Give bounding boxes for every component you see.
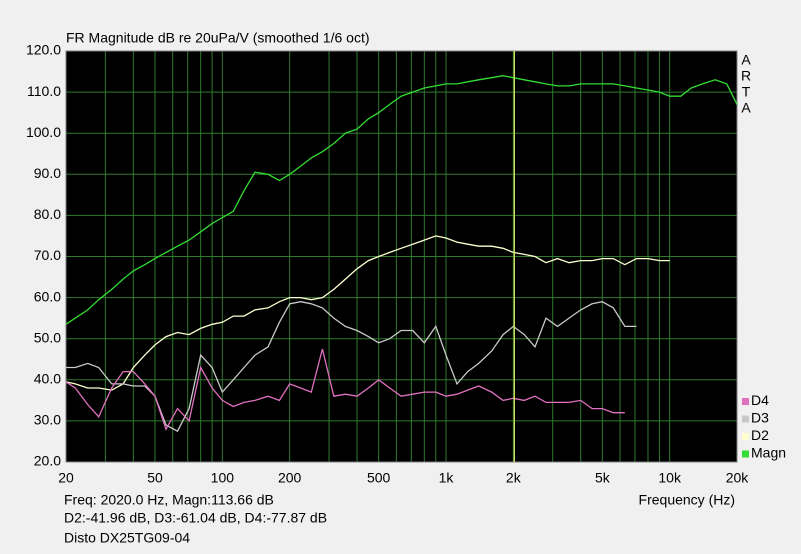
readout: Freq: 2020.0 Hz, Magn:113.66 dB [64, 492, 274, 508]
y-tick-label: 60.0 [34, 288, 61, 304]
logo-letter: A [741, 100, 751, 116]
readout: D2:-41.96 dB, D3:-61.04 dB, D4:-77.87 dB [64, 510, 327, 526]
chart-title: FR Magnitude dB re 20uPa/V (smoothed 1/6… [66, 30, 370, 46]
x-tick-label: 50 [147, 470, 163, 486]
logo-letter: T [742, 84, 751, 100]
y-tick-label: 120.0 [26, 42, 61, 58]
x-tick-label: 5k [595, 470, 611, 486]
legend-swatch [742, 450, 749, 458]
readout: Disto DX25TG09-04 [64, 530, 190, 546]
x-tick-label: 500 [367, 470, 391, 486]
y-tick-label: 50.0 [34, 329, 61, 345]
x-tick-label: 200 [278, 470, 302, 486]
legend-swatch [742, 415, 749, 423]
y-tick-label: 90.0 [34, 165, 61, 181]
series-line [65, 75, 738, 325]
series-line [66, 301, 637, 433]
y-tick-label: 80.0 [34, 206, 61, 222]
y-tick-label: 20.0 [34, 453, 61, 469]
x-tick-label: 20k [726, 470, 750, 486]
x-tick-label: 2k [506, 470, 522, 486]
plot-frame [65, 50, 738, 463]
y-tick-label: 40.0 [34, 371, 61, 387]
series-line [65, 348, 625, 431]
x-tick-label: 100 [211, 470, 235, 486]
legend-swatch [742, 398, 749, 405]
logo-letter: A [741, 52, 751, 68]
x-tick-label: 1k [439, 470, 455, 486]
x-axis-label: Frequency (Hz) [639, 492, 735, 508]
y-tick-label: 70.0 [34, 247, 61, 263]
legend-label: D3 [751, 410, 769, 426]
legend-label: D4 [751, 392, 769, 408]
legend-swatch [742, 433, 749, 440]
logo-letter: R [741, 68, 751, 84]
x-tick-label: 10k [658, 470, 682, 486]
y-tick-label: 100.0 [26, 124, 61, 140]
x-tick-label: 20 [58, 470, 74, 486]
series-line [65, 235, 670, 391]
y-tick-label: 110.0 [27, 83, 61, 99]
legend-label: Magn [751, 445, 786, 461]
y-tick-label: 30.0 [34, 412, 61, 428]
legend-label: D2 [751, 427, 769, 443]
